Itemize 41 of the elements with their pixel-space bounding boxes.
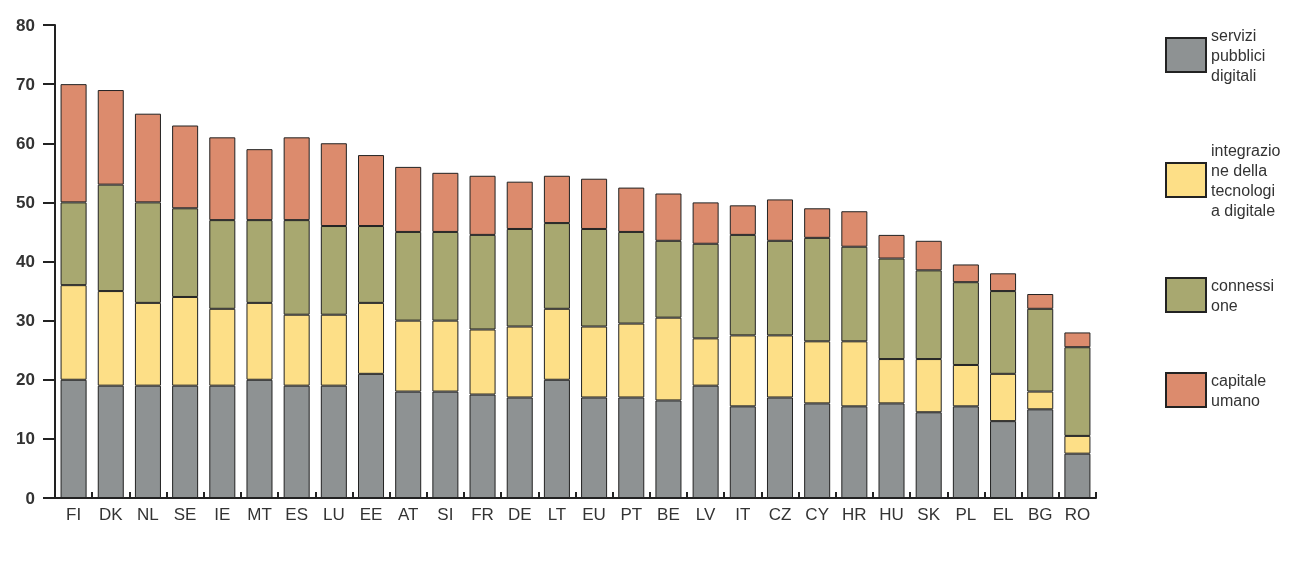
y-tick-label: 10 xyxy=(16,429,35,449)
x-tick-label: SI xyxy=(437,505,454,524)
x-tick-label: BE xyxy=(657,505,680,524)
y-tick-label: 40 xyxy=(16,252,35,271)
y-tick-label: 20 xyxy=(16,370,35,390)
legend-label: connessione xyxy=(1211,276,1275,314)
x-tick-label: DK xyxy=(98,505,124,524)
y-tick-label: 80 xyxy=(16,15,35,35)
x-tick-label: MT xyxy=(247,505,272,524)
x-tick-label: IT xyxy=(735,505,751,524)
x-tick-label: SE xyxy=(173,505,197,524)
x-tick-label: LV xyxy=(695,505,717,524)
x-tick-label: IE xyxy=(214,505,231,524)
x-tick-label: EE xyxy=(359,505,383,524)
x-tick-label: PT xyxy=(620,505,643,524)
x-tick-label: NL xyxy=(137,505,159,524)
x-tick-label: CY xyxy=(805,505,829,524)
x-tick-label: EL xyxy=(992,505,1014,524)
y-tick-label: 60 xyxy=(16,133,35,153)
x-tick-label: LT xyxy=(547,505,567,524)
y-tick-label: 30 xyxy=(16,311,35,331)
x-tick-label: EU xyxy=(582,505,606,524)
x-tick-label: DE xyxy=(507,505,532,524)
x-tick-label: HR xyxy=(842,505,867,524)
x-tick-label: HU xyxy=(879,505,904,524)
x-tick-label: FR xyxy=(471,505,494,524)
legend-label: servizi pubblici digitali xyxy=(1211,26,1270,84)
y-tick-label: 0 xyxy=(25,488,35,508)
y-tick-label: 70 xyxy=(16,74,35,94)
x-tick-label: PL xyxy=(955,505,977,524)
x-tick-label: FI xyxy=(66,505,82,524)
x-tick-label: RO xyxy=(1064,505,1091,524)
x-tick-label: BG xyxy=(1027,505,1053,524)
x-tick-label: CZ xyxy=(768,505,792,524)
x-tick-label: SK xyxy=(917,505,941,524)
x-tick-label: LU xyxy=(322,505,345,524)
x-tick-label: AT xyxy=(397,505,419,524)
x-tick-label: ES xyxy=(285,505,308,524)
y-tick-label: 50 xyxy=(16,192,35,212)
legend-label: integrazione della tecnologia digitale xyxy=(1211,141,1281,219)
legend-label: capitale umano xyxy=(1211,371,1271,409)
